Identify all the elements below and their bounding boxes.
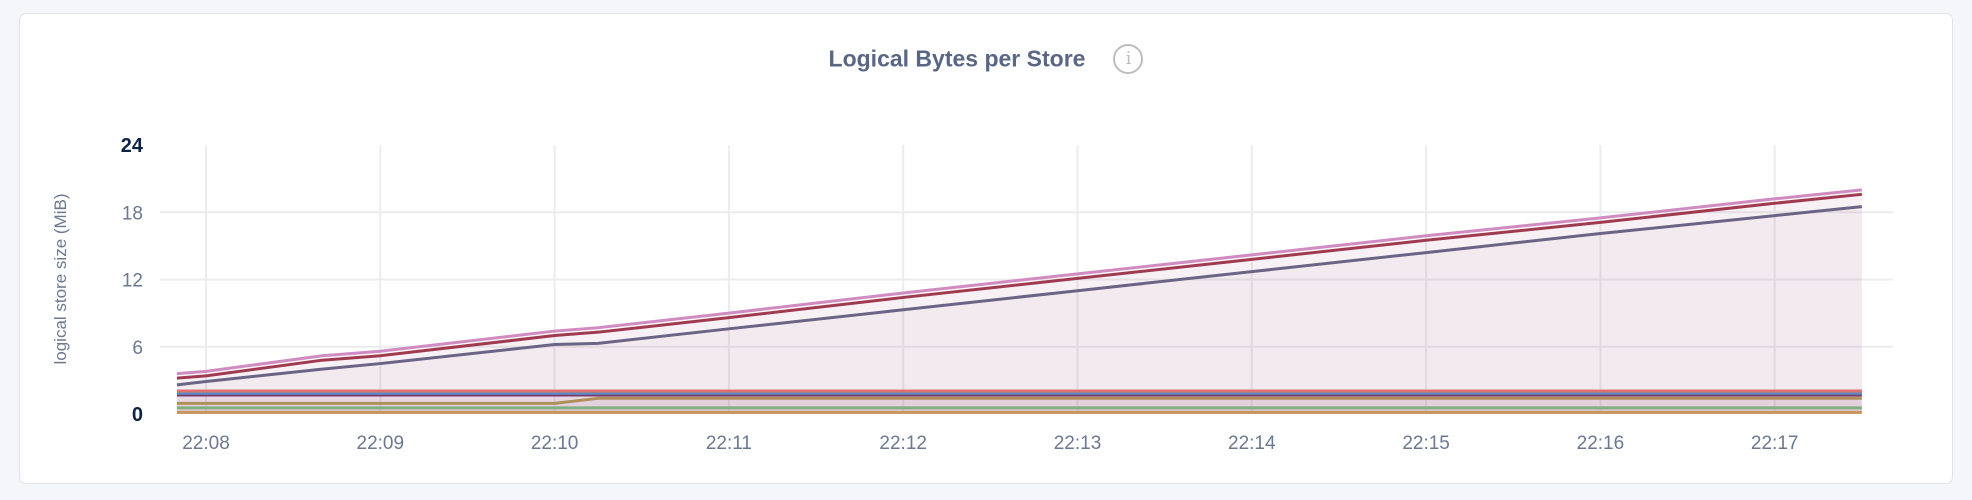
series-line-2[interactable] xyxy=(176,396,1862,405)
y-tick-label: 18 xyxy=(122,203,143,224)
series-line-8[interactable] xyxy=(176,188,1863,376)
y-tick-label: 0 xyxy=(132,404,143,426)
series-area-6 xyxy=(176,206,1862,414)
series-area-2 xyxy=(176,398,1862,414)
x-tick-label: 22:08 xyxy=(182,433,230,454)
y-tick-label: 6 xyxy=(132,338,143,359)
x-tick-label: 22:09 xyxy=(357,433,405,454)
series-lines xyxy=(176,188,1863,414)
x-tick-label: 22:11 xyxy=(706,433,752,454)
series-line-7[interactable] xyxy=(176,192,1863,380)
chart-title: Logical Bytes per Store xyxy=(828,45,1086,72)
x-tick-label: 22:14 xyxy=(1228,433,1276,454)
series-area-7 xyxy=(176,194,1862,414)
x-tick-label: 22:10 xyxy=(531,433,579,454)
chart-card xyxy=(19,13,1953,484)
y-tick-label: 24 xyxy=(121,135,144,157)
y-axis: 0 6 12 18 24 xyxy=(121,135,144,426)
x-tick-label: 22:13 xyxy=(1054,433,1102,454)
x-tick-label: 22:12 xyxy=(879,433,927,454)
info-circle-icon[interactable]: i xyxy=(1113,44,1144,74)
series-line-6[interactable] xyxy=(176,205,1863,387)
y-axis-title: logical store size (MiB) xyxy=(51,194,70,365)
x-tick-label: 22:15 xyxy=(1402,433,1450,454)
x-axis: 22:08 22:09 22:10 22:11 22:12 22:13 22:14 22:15… xyxy=(182,433,1798,454)
chart-header: Logical Bytes per Store i xyxy=(0,44,1972,74)
series-area-8 xyxy=(176,189,1862,414)
series-areas xyxy=(176,189,1862,414)
y-tick-label: 12 xyxy=(122,271,143,292)
x-tick-label: 22:17 xyxy=(1751,433,1799,454)
x-tick-label: 22:16 xyxy=(1577,433,1625,454)
